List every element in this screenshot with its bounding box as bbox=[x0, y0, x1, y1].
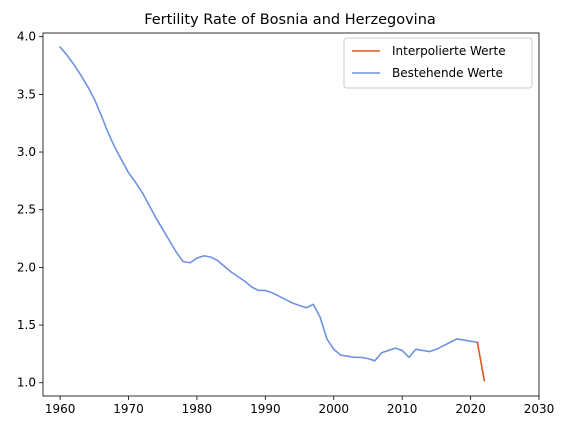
y-tick-label: 2.0 bbox=[17, 260, 36, 274]
x-tick-label: 1980 bbox=[182, 402, 213, 416]
x-tick-label: 2020 bbox=[455, 402, 486, 416]
y-tick-label: 1.5 bbox=[17, 318, 36, 332]
plot-area bbox=[42, 32, 540, 397]
y-tick-label: 2.5 bbox=[17, 203, 36, 217]
y-tick-label: 3.0 bbox=[17, 145, 36, 159]
legend-label: Bestehende Werte bbox=[392, 66, 503, 80]
y-axis: 1.0 1.5 2.0 2.5 3.0 3.5 4.0 bbox=[17, 30, 43, 390]
x-tick-label: 2000 bbox=[318, 402, 349, 416]
chart-title: Fertility Rate of Bosnia and Herzegovina bbox=[144, 12, 436, 28]
plot-frame bbox=[42, 32, 540, 397]
x-tick-label: 1960 bbox=[45, 402, 76, 416]
series-group bbox=[58, 45, 486, 382]
series-line-interpolated bbox=[476, 341, 486, 382]
x-axis: 1960 1970 1980 1990 2000 2010 2020 2030 bbox=[45, 396, 554, 416]
legend: Interpolierte Werte Bestehende Werte bbox=[343, 37, 533, 89]
legend-box bbox=[343, 37, 533, 89]
series-line-existing bbox=[58, 45, 479, 362]
x-tick-label: 1990 bbox=[250, 402, 281, 416]
y-tick-label: 1.0 bbox=[17, 376, 36, 390]
y-tick-label: 3.5 bbox=[17, 87, 36, 101]
y-tick-label: 4.0 bbox=[17, 30, 36, 44]
x-tick-label: 1970 bbox=[113, 402, 144, 416]
legend-label: Interpolierte Werte bbox=[392, 44, 506, 58]
x-tick-label: 2030 bbox=[524, 402, 555, 416]
x-tick-label: 2010 bbox=[387, 402, 418, 416]
